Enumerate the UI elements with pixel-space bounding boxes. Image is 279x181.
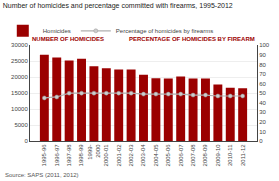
svg-text:70: 70 <box>259 71 266 77</box>
svg-text:1996-97: 1996-97 <box>54 144 60 167</box>
svg-text:30000: 30000 <box>11 42 28 48</box>
svg-text:1998-99: 1998-99 <box>78 144 84 167</box>
svg-text:0: 0 <box>24 138 28 144</box>
svg-text:2003-04: 2003-04 <box>140 144 146 167</box>
svg-text:2004-05: 2004-05 <box>153 144 159 167</box>
svg-text:Homicides: Homicides <box>43 28 71 34</box>
svg-text:20000: 20000 <box>11 74 28 80</box>
svg-text:1995-96: 1995-96 <box>41 144 47 167</box>
svg-text:2001-02: 2001-02 <box>116 144 122 167</box>
svg-text:Percentage of homicides by fir: Percentage of homicides by firearms <box>116 28 213 34</box>
svg-text:30: 30 <box>259 109 266 115</box>
svg-text:90: 90 <box>259 52 266 58</box>
svg-text:2007-08: 2007-08 <box>190 144 196 167</box>
svg-text:2011-12: 2011-12 <box>240 144 246 166</box>
svg-text:2000-01: 2000-01 <box>103 144 109 167</box>
svg-text:2009-10: 2009-10 <box>215 144 221 167</box>
svg-text:Number of homicides and percen: Number of homicides and percentage commi… <box>3 2 233 10</box>
svg-text:1997-98: 1997-98 <box>66 144 72 167</box>
svg-text:5000: 5000 <box>14 122 28 128</box>
svg-text:20: 20 <box>259 119 266 125</box>
svg-text:10000: 10000 <box>11 106 28 112</box>
svg-text:1999-2000: 1999-2000 <box>87 144 101 160</box>
svg-text:2006-07: 2006-07 <box>178 144 184 167</box>
svg-text:100: 100 <box>259 42 270 48</box>
svg-text:50: 50 <box>259 90 266 96</box>
svg-text:80: 80 <box>259 62 266 68</box>
svg-text:Source: SAPS (2011, 2012): Source: SAPS (2011, 2012) <box>5 172 79 178</box>
svg-text:10: 10 <box>259 129 266 135</box>
svg-text:40: 40 <box>259 100 266 106</box>
svg-text:0: 0 <box>259 138 263 144</box>
svg-text:2005-06: 2005-06 <box>165 144 171 167</box>
svg-text:15000: 15000 <box>11 90 28 96</box>
svg-text:NUMBER OF HOMICIDES: NUMBER OF HOMICIDES <box>32 36 104 42</box>
svg-text:2008-09: 2008-09 <box>202 144 208 167</box>
svg-text:25000: 25000 <box>11 58 28 64</box>
svg-text:60: 60 <box>259 81 266 87</box>
svg-text:2010-11: 2010-11 <box>227 144 233 166</box>
svg-text:PERCENTAGE OF HOMICIDES BY FIR: PERCENTAGE OF HOMICIDES BY FIREARM <box>129 36 255 42</box>
svg-text:2002-03: 2002-03 <box>128 144 134 167</box>
